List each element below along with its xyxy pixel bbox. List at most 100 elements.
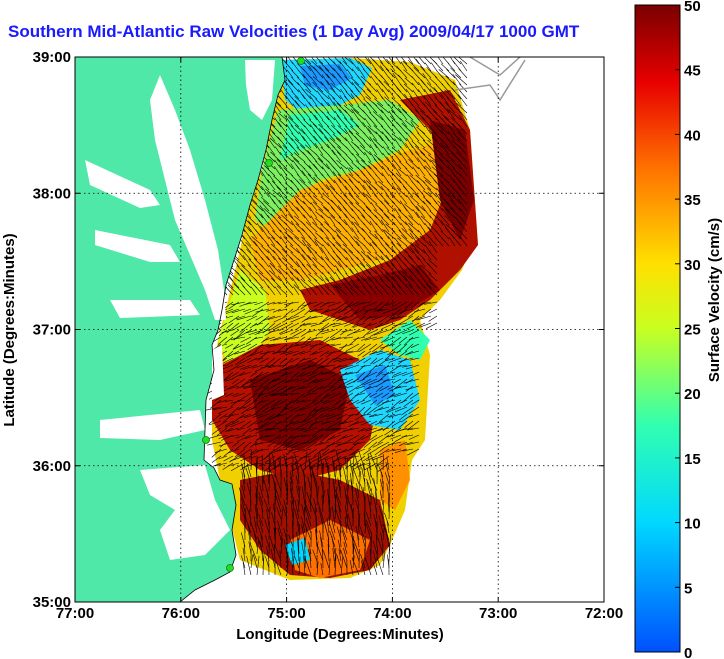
velocity-arrow	[272, 308, 282, 313]
velocity-arrow	[267, 244, 276, 254]
velocity-arrow	[254, 504, 258, 520]
velocity-arrow	[308, 159, 318, 170]
velocity-arrow	[345, 91, 354, 100]
velocity-arrow	[270, 277, 282, 289]
velocity-arrow	[366, 482, 372, 499]
velocity-arrow	[385, 315, 396, 323]
velocity-arrow	[295, 223, 306, 233]
velocity-arrow	[298, 524, 301, 541]
velocity-arrow	[288, 322, 300, 329]
velocity-arrow	[298, 258, 306, 268]
velocity-arrow	[412, 315, 426, 322]
velocity-arrow	[301, 170, 312, 184]
velocity-arrow	[351, 108, 360, 121]
velocity-arrow	[324, 221, 336, 233]
velocity-arrow	[339, 420, 354, 425]
velocity-arrow	[343, 194, 354, 205]
velocity-arrow	[293, 152, 306, 163]
velocity-arrow	[281, 214, 294, 226]
velocity-arrow	[296, 485, 300, 499]
velocity-arrow	[352, 147, 360, 156]
velocity-arrow	[347, 167, 354, 177]
velocity-arrow	[335, 508, 342, 527]
velocity-arrow	[397, 237, 408, 247]
velocity-arrow	[243, 399, 258, 409]
velocity-arrow	[404, 441, 414, 445]
velocity-arrow	[329, 185, 342, 198]
velocity-arrow	[342, 434, 354, 439]
velocity-arrow	[349, 357, 360, 361]
velocity-arrow	[303, 555, 306, 576]
velocity-arrow	[356, 399, 366, 404]
velocity-arrow	[448, 194, 456, 205]
velocity-arrow	[241, 484, 246, 499]
velocity-arrow	[429, 210, 438, 219]
velocity-arrow	[409, 195, 420, 205]
velocity-arrow	[239, 357, 252, 365]
velocity-arrow	[325, 413, 336, 418]
velocity-arrow	[385, 135, 396, 149]
velocity-arrow	[329, 392, 342, 399]
velocity-arrow	[319, 329, 330, 333]
velocity-arrow	[419, 235, 432, 247]
velocity-arrow	[321, 399, 330, 404]
velocity-arrow	[348, 167, 360, 177]
velocity-arrow	[398, 413, 408, 421]
velocity-arrow	[278, 191, 288, 205]
velocity-arrow	[323, 550, 330, 569]
velocity-arrow	[372, 138, 384, 149]
velocity-arrow	[386, 483, 390, 499]
velocity-arrow	[231, 378, 240, 384]
velocity-arrow	[290, 154, 300, 163]
velocity-arrow	[238, 487, 246, 506]
velocity-arrow	[232, 343, 246, 350]
velocity-arrow	[401, 406, 414, 416]
velocity-arrow	[274, 474, 282, 492]
velocity-arrow	[361, 336, 372, 341]
velocity-arrow	[403, 152, 414, 163]
velocity-arrow	[426, 234, 438, 247]
velocity-arrow	[352, 322, 366, 328]
velocity-arrow	[367, 453, 372, 471]
velocity-arrow	[320, 102, 330, 114]
velocity-arrow	[398, 251, 408, 261]
velocity-arrow	[369, 413, 384, 418]
velocity-arrow	[310, 466, 318, 485]
velocity-arrow	[343, 385, 354, 389]
velocity-arrow	[435, 97, 444, 107]
velocity-arrow	[452, 168, 462, 177]
velocity-arrow	[345, 264, 354, 275]
velocity-arrow	[245, 467, 252, 485]
velocity-arrow	[269, 406, 282, 411]
velocity-arrow	[409, 109, 420, 121]
velocity-arrow	[351, 244, 360, 254]
velocity-arrow	[377, 57, 384, 65]
velocity-arrow	[257, 413, 270, 419]
velocity-arrow	[388, 497, 390, 513]
velocity-arrow	[362, 487, 366, 506]
velocity-arrow	[266, 489, 270, 506]
velocity-arrow	[356, 272, 366, 282]
velocity-arrow	[278, 322, 294, 331]
velocity-arrow	[423, 57, 432, 65]
velocity-arrow	[352, 434, 366, 444]
velocity-arrow	[318, 65, 330, 79]
velocity-arrow	[285, 350, 300, 355]
velocity-arrow	[368, 161, 378, 170]
velocity-arrow	[304, 555, 306, 569]
velocity-arrow	[419, 129, 432, 142]
velocity-arrow	[383, 378, 396, 382]
velocity-arrow	[284, 462, 294, 467]
velocity-arrow	[244, 244, 252, 254]
velocity-arrow	[397, 216, 408, 226]
velocity-arrow	[398, 179, 408, 191]
velocity-arrow	[275, 343, 288, 354]
velocity-arrow	[448, 236, 456, 247]
velocity-arrow	[218, 343, 228, 347]
coastal-inlet	[212, 345, 224, 400]
velocity-arrow	[343, 336, 354, 339]
velocity-arrow	[339, 399, 354, 406]
velocity-arrow	[417, 89, 426, 100]
velocity-arrow	[379, 114, 390, 128]
velocity-arrow	[259, 234, 270, 247]
